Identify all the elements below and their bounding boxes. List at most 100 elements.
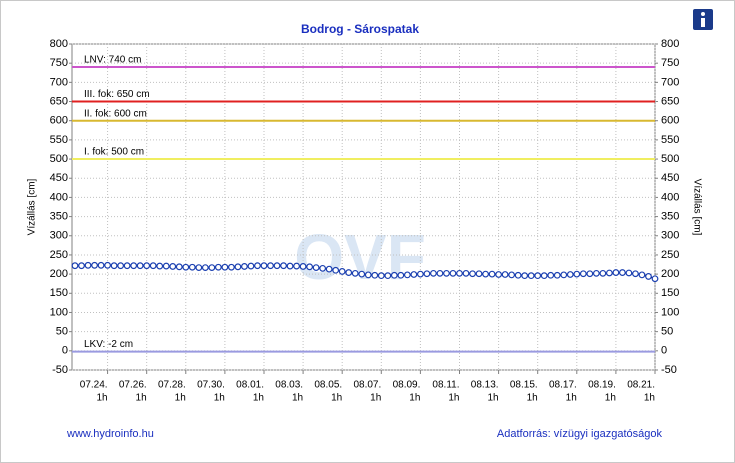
data-point (508, 271, 516, 279)
data-point (332, 266, 340, 274)
data-point (645, 273, 652, 280)
data-point (534, 272, 542, 280)
data-point (182, 263, 190, 271)
data-point (136, 262, 144, 270)
data-point (71, 262, 79, 270)
x-tick-label: 07.30. (197, 380, 225, 391)
data-point (560, 271, 568, 279)
data-point (306, 263, 314, 271)
data-point (247, 262, 255, 270)
x-tick-time: 1h (448, 393, 459, 404)
data-point (358, 270, 366, 278)
data-point (162, 262, 170, 270)
data-point (514, 271, 522, 279)
data-point (449, 269, 457, 277)
data-point (619, 269, 626, 276)
y-axis-label: Vízállás [cm] (27, 178, 38, 235)
data-point (436, 269, 444, 277)
y2-tick-label: 500 (661, 153, 679, 165)
reference-label: III. fok: 650 cm (84, 89, 150, 100)
y-tick-label: 300 (50, 230, 68, 242)
data-point (579, 270, 587, 278)
data-point (521, 272, 529, 280)
y-tick-label: 750 (50, 57, 68, 69)
y2-tick-label: 350 (661, 210, 679, 222)
data-point (482, 270, 489, 278)
data-point (299, 263, 307, 270)
reference-label: LKV: -2 cm (84, 339, 133, 350)
data-point (384, 272, 392, 280)
data-point (293, 262, 300, 270)
data-point (241, 263, 248, 270)
x-tick-time: 1h (253, 393, 264, 404)
y-tick-label: 450 (50, 172, 68, 184)
data-point (573, 270, 581, 278)
data-point (228, 263, 235, 271)
y2-tick-label: 400 (661, 191, 679, 203)
data-point (267, 262, 274, 270)
data-point (540, 272, 548, 280)
x-tick-label: 08.09. (393, 380, 421, 391)
data-point (149, 262, 157, 270)
data-point (345, 269, 353, 276)
x-tick-label: 08.05. (314, 380, 342, 391)
x-tick-label: 07.24. (80, 380, 108, 391)
data-point (371, 271, 379, 279)
data-point (605, 269, 613, 277)
y-tick-label: 550 (50, 134, 68, 146)
data-point (632, 270, 639, 278)
data-point (612, 269, 620, 276)
y2-tick-label: 650 (661, 95, 679, 107)
x-tick-label: 08.17. (549, 380, 577, 391)
x-tick-label: 08.13. (471, 380, 499, 391)
x-tick-time: 1h (136, 393, 147, 404)
info-icon[interactable] (693, 9, 713, 30)
data-point (390, 271, 398, 279)
y2-tick-label: 150 (661, 287, 679, 299)
footer-link[interactable]: www.hydroinfo.hu (66, 428, 154, 440)
y-tick-label: 800 (50, 38, 68, 50)
data-point (104, 261, 111, 269)
data-point (169, 263, 177, 270)
reference-label: I. fok: 500 cm (84, 147, 144, 158)
data-point (527, 272, 535, 280)
data-point (78, 262, 85, 270)
data-point (110, 262, 118, 270)
y2-tick-label: 200 (661, 268, 679, 280)
y2-tick-label: 100 (661, 306, 679, 318)
data-point (280, 262, 287, 270)
y2-tick-label: 250 (661, 249, 679, 261)
y2-tick-label: -50 (661, 364, 677, 376)
data-point (325, 265, 333, 273)
data-point (234, 263, 242, 271)
data-point (423, 270, 431, 278)
y2-tick-label: 50 (661, 326, 673, 338)
data-point (254, 262, 261, 270)
x-tick-time: 1h (644, 393, 655, 404)
data-point (430, 269, 437, 277)
data-point (286, 262, 294, 270)
chart-title: Bodrog - Sárospatak (301, 22, 419, 36)
data-point (312, 264, 320, 271)
data-point (456, 269, 463, 277)
data-point (123, 262, 131, 270)
data-point (403, 271, 411, 279)
x-tick-label: 08.07. (353, 380, 381, 391)
y2-tick-label: 700 (661, 76, 679, 88)
x-tick-time: 1h (292, 393, 303, 404)
x-tick-time: 1h (487, 393, 498, 404)
x-tick-label: 08.11. (432, 380, 459, 391)
data-point (97, 261, 105, 269)
y2-tick-label: 300 (661, 230, 679, 242)
y-tick-label: 400 (50, 191, 68, 203)
data-point (592, 269, 600, 277)
data-point (273, 262, 281, 270)
data-point (416, 270, 424, 278)
y-tick-label: 100 (50, 306, 68, 318)
x-tick-time: 1h (605, 393, 616, 404)
data-point (566, 271, 574, 278)
y2-tick-label: 550 (661, 134, 679, 146)
x-tick-time: 1h (527, 393, 538, 404)
data-point (397, 271, 405, 279)
